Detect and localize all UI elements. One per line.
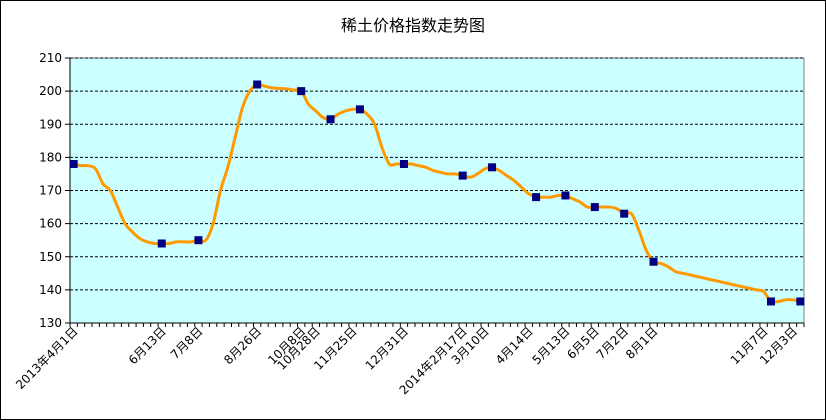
y-tick-label: 170 xyxy=(39,184,62,198)
data-point-marker xyxy=(488,163,497,172)
y-tick-label: 200 xyxy=(39,84,62,98)
data-point-marker xyxy=(766,297,775,306)
data-point-marker xyxy=(355,105,364,114)
y-tick-label: 210 xyxy=(39,51,62,65)
x-tick-label: 8月1日 xyxy=(623,324,661,362)
x-tick-label: 12月31日 xyxy=(363,324,411,372)
x-tick-label: 7月8日 xyxy=(168,324,206,362)
y-tick-label: 150 xyxy=(39,250,62,264)
data-point-marker xyxy=(399,160,408,168)
markers xyxy=(69,80,805,306)
data-point-marker xyxy=(297,87,306,96)
x-tick-label: 6月5日 xyxy=(564,324,602,362)
data-point-marker xyxy=(796,297,805,306)
data-point-marker xyxy=(590,203,599,212)
data-point-marker xyxy=(620,209,629,218)
data-point-marker xyxy=(649,257,658,266)
y-tick-label: 160 xyxy=(39,217,62,231)
y-tick-label: 180 xyxy=(39,150,62,164)
y-tick-label: 140 xyxy=(39,283,62,297)
data-point-marker xyxy=(458,171,467,180)
x-tick-label: 5月13日 xyxy=(530,324,573,367)
data-point-marker xyxy=(326,115,335,124)
x-tick-label: 2013年4月1日 xyxy=(13,324,81,392)
data-point-marker xyxy=(561,191,570,200)
y-tick-label: 130 xyxy=(39,316,62,330)
x-axis-ticks: 2013年4月1日 6月13日 7月8日 8月26日 10月8日10月28日11月25日… xyxy=(13,323,805,397)
y-tick-label: 190 xyxy=(39,117,62,131)
x-tick-label: 4月14日 xyxy=(493,324,536,367)
gridlines xyxy=(70,57,804,291)
y-axis-ticks: 130 140 150 160 170 180 190 200 210 xyxy=(39,51,70,330)
data-point-marker xyxy=(194,236,203,245)
data-point-marker xyxy=(253,80,262,89)
x-tick-label: 6月13日 xyxy=(126,324,169,367)
data-point-marker xyxy=(532,193,541,202)
x-tick-label: 8月26日 xyxy=(221,324,264,367)
chart-title: 稀土价格指数走势图 xyxy=(340,16,485,35)
data-point-marker xyxy=(69,160,78,168)
data-point-marker xyxy=(157,239,166,248)
x-tick-label: 7月2日 xyxy=(594,324,632,362)
